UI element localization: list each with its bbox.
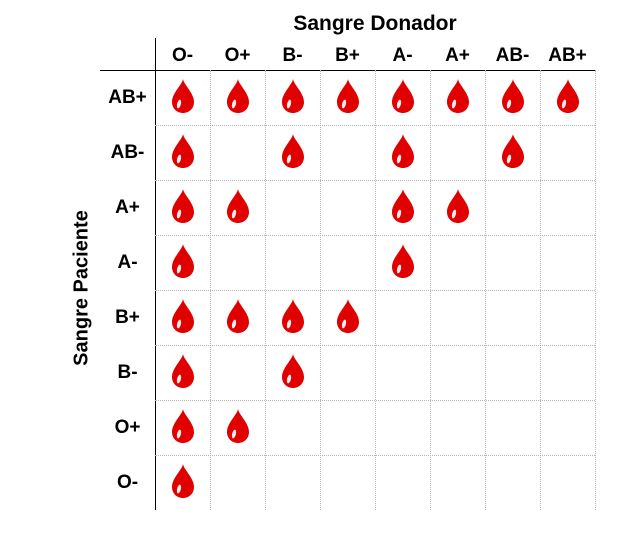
blood-drop-icon bbox=[336, 78, 360, 114]
recipient-header: AB+ bbox=[108, 86, 147, 108]
header-divider-vertical bbox=[155, 38, 156, 510]
donor-header: O- bbox=[171, 45, 194, 66]
blood-drop-icon bbox=[171, 408, 195, 444]
blood-drop-icon bbox=[446, 188, 470, 224]
blood-drop-icon bbox=[281, 353, 305, 389]
blood-drop-icon bbox=[171, 463, 195, 499]
grid-line-horizontal bbox=[155, 455, 595, 456]
blood-drop-icon bbox=[446, 78, 470, 114]
recipient-header: B+ bbox=[115, 306, 140, 328]
grid-line-vertical bbox=[595, 70, 596, 510]
y-axis-label: Sangre Paciente bbox=[70, 210, 93, 366]
recipient-header: A+ bbox=[115, 196, 140, 218]
blood-drop-icon bbox=[281, 78, 305, 114]
chart-title: Sangre Donador bbox=[293, 12, 457, 35]
blood-drop-icon bbox=[391, 78, 415, 114]
donor-header: O+ bbox=[224, 45, 251, 66]
donor-header: A- bbox=[392, 45, 413, 66]
blood-drop-icon bbox=[391, 243, 415, 279]
blood-drop-icon bbox=[391, 188, 415, 224]
blood-drop-icon bbox=[171, 78, 195, 114]
donor-header: B- bbox=[282, 45, 303, 66]
blood-drop-icon bbox=[171, 353, 195, 389]
blood-drop-icon bbox=[226, 408, 250, 444]
recipient-header: A- bbox=[117, 251, 138, 273]
recipient-header: B- bbox=[117, 361, 138, 383]
grid-line-horizontal bbox=[155, 125, 595, 126]
blood-drop-icon bbox=[501, 78, 525, 114]
blood-drop-icon bbox=[171, 298, 195, 334]
blood-drop-icon bbox=[281, 298, 305, 334]
donor-header: AB- bbox=[495, 45, 530, 66]
blood-drop-icon bbox=[171, 133, 195, 169]
grid-line-horizontal bbox=[155, 400, 595, 401]
grid-line-horizontal bbox=[155, 345, 595, 346]
blood-drop-icon bbox=[501, 133, 525, 169]
donor-header: A+ bbox=[445, 45, 470, 66]
recipient-header: O- bbox=[116, 471, 139, 493]
recipient-header: O+ bbox=[114, 416, 141, 438]
grid-line-horizontal bbox=[155, 235, 595, 236]
blood-drop-icon bbox=[226, 78, 250, 114]
blood-drop-icon bbox=[556, 78, 580, 114]
blood-drop-icon bbox=[391, 133, 415, 169]
blood-drop-icon bbox=[226, 188, 250, 224]
blood-drop-icon bbox=[171, 243, 195, 279]
recipient-header: AB- bbox=[110, 141, 145, 163]
blood-drop-icon bbox=[281, 133, 305, 169]
grid-line-horizontal bbox=[155, 180, 595, 181]
grid-line-horizontal bbox=[155, 290, 595, 291]
blood-drop-icon bbox=[336, 298, 360, 334]
blood-drop-icon bbox=[226, 298, 250, 334]
header-divider-horizontal bbox=[100, 70, 595, 71]
donor-header: AB+ bbox=[548, 45, 587, 66]
donor-header: B+ bbox=[335, 45, 360, 66]
blood-drop-icon bbox=[171, 188, 195, 224]
